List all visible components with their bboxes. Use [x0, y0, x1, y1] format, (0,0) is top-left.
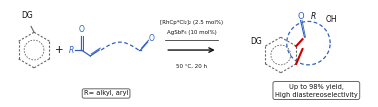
Text: O: O: [149, 34, 155, 43]
Text: OH: OH: [325, 15, 337, 24]
Text: DG: DG: [250, 37, 262, 46]
Text: R= alkyl, aryl: R= alkyl, aryl: [84, 91, 128, 97]
Text: R: R: [69, 46, 74, 55]
Text: O: O: [297, 12, 304, 21]
Text: Up to 98% yield,
High diastereoselectivity: Up to 98% yield, High diastereoselectivi…: [275, 83, 358, 97]
Text: O: O: [79, 25, 84, 34]
Text: R: R: [311, 12, 316, 21]
Text: AgSbF₆ (10 mol%): AgSbF₆ (10 mol%): [167, 30, 216, 35]
Text: +: +: [56, 45, 64, 55]
Text: 50 °C, 20 h: 50 °C, 20 h: [176, 63, 207, 68]
Text: [RhCp*Cl₂]₂ (2.5 mol%): [RhCp*Cl₂]₂ (2.5 mol%): [160, 20, 223, 25]
Text: DG: DG: [21, 11, 33, 20]
